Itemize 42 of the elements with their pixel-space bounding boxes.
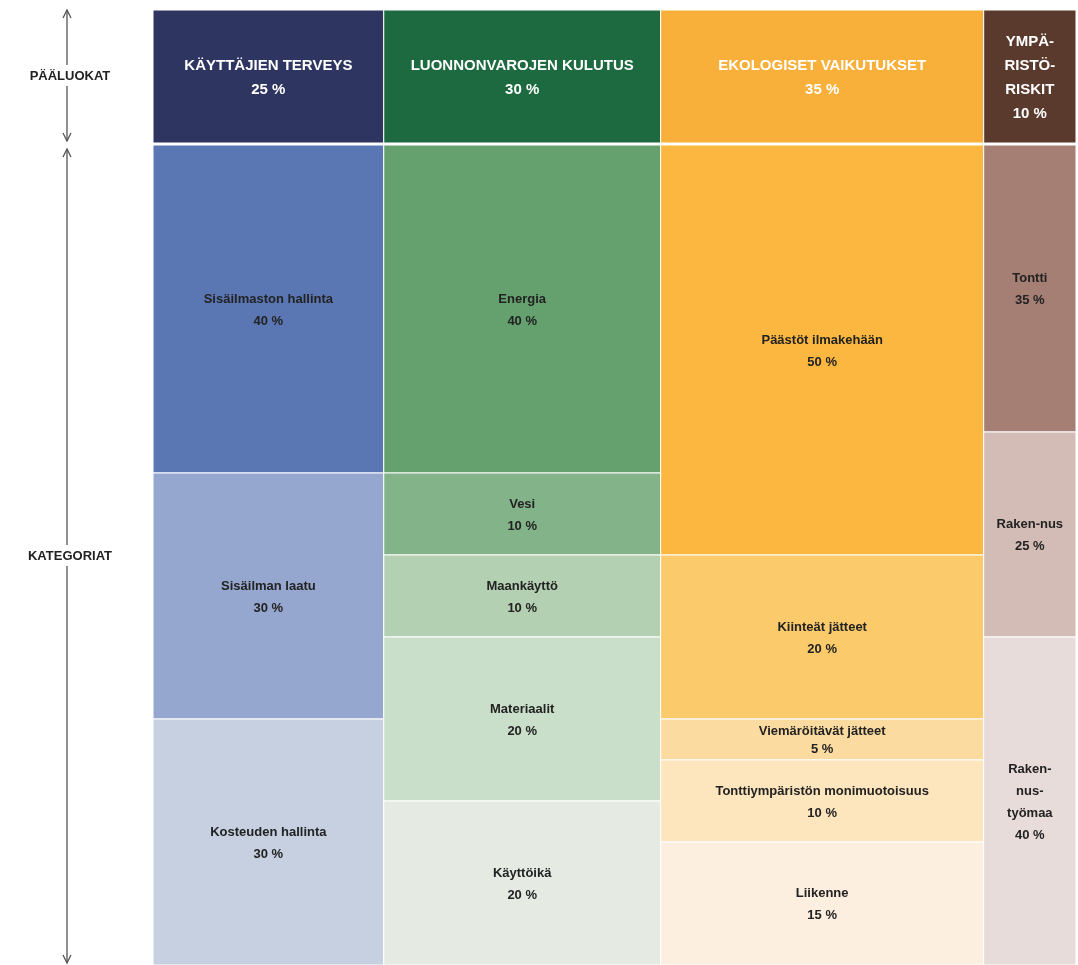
data-label: 10 %: [1012, 104, 1047, 121]
data-label: 30 %: [253, 845, 284, 861]
series-label: Liikenne: [795, 885, 849, 900]
data-label: 10 %: [807, 804, 838, 820]
series-label: Raken-nus: [996, 516, 1064, 531]
data-label: 25 %: [1015, 538, 1046, 553]
series-label: Maankäyttö: [486, 577, 559, 593]
series-label: Kosteuden hallinta: [210, 823, 328, 839]
series-label: Vesi: [509, 495, 536, 511]
category-label: LUONNONVAROJEN KULUTUS: [410, 56, 634, 73]
data-label: 35 %: [805, 80, 840, 97]
data-label: 30 %: [253, 599, 284, 615]
series-label: Käyttöikä: [492, 864, 553, 880]
data-label: 5 %: [810, 741, 834, 757]
data-label: 30 %: [505, 80, 540, 97]
category-label: KÄYTTÄJIEN TERVEYS: [184, 56, 353, 73]
data-label: 40 %: [253, 312, 284, 328]
series-label: Sisäilmaston hallinta: [203, 290, 334, 306]
series-label: Materiaalit: [490, 700, 556, 716]
category-label: EKOLOGISET VAIKUTUKSET: [718, 56, 927, 73]
series-label: Päästöt ilmakehään: [761, 331, 883, 347]
data-label: 15 %: [807, 907, 838, 922]
data-label: 20 %: [807, 640, 838, 656]
data-label: 40 %: [1015, 826, 1046, 842]
text: PÄÄLUOKAT: [0, 64, 140, 86]
data-label: 20 %: [507, 722, 538, 738]
series-label: Energia: [498, 290, 547, 306]
category-label: YMPÄ-RISTÖ-RISKIT: [1004, 32, 1056, 97]
data-label: 25 %: [251, 80, 286, 97]
data-label: 10 %: [507, 599, 538, 615]
series-label: Viemäröitävät jätteet: [758, 722, 887, 738]
series-label: Raken-nus-työmaa: [1007, 760, 1054, 820]
data-label: 35 %: [1015, 292, 1046, 307]
series-label: Kiinteät jätteet: [777, 618, 868, 634]
data-label: 20 %: [507, 886, 538, 902]
data-label: 50 %: [807, 353, 838, 369]
data-label: 10 %: [507, 517, 538, 533]
data-label: 40 %: [507, 312, 538, 328]
series-label: Tontti: [1012, 270, 1048, 285]
series-label: Sisäilman laatu: [221, 577, 316, 593]
series-label: Tonttiympäristön monimuotoisuus: [715, 782, 929, 798]
text: KATEGORIAT: [0, 545, 140, 566]
